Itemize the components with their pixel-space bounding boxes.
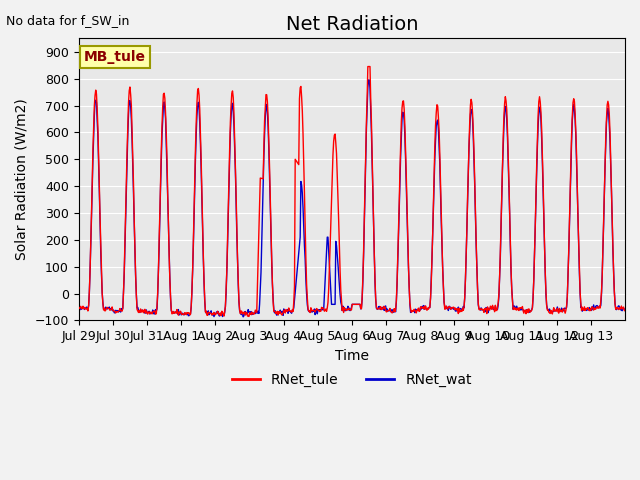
Text: No data for f_SW_in: No data for f_SW_in <box>6 14 130 27</box>
Y-axis label: Solar Radiation (W/m2): Solar Radiation (W/m2) <box>15 98 29 260</box>
Title: Net Radiation: Net Radiation <box>285 15 418 34</box>
Text: MB_tule: MB_tule <box>84 50 146 64</box>
X-axis label: Time: Time <box>335 349 369 363</box>
Legend: RNet_tule, RNet_wat: RNet_tule, RNet_wat <box>227 367 477 393</box>
